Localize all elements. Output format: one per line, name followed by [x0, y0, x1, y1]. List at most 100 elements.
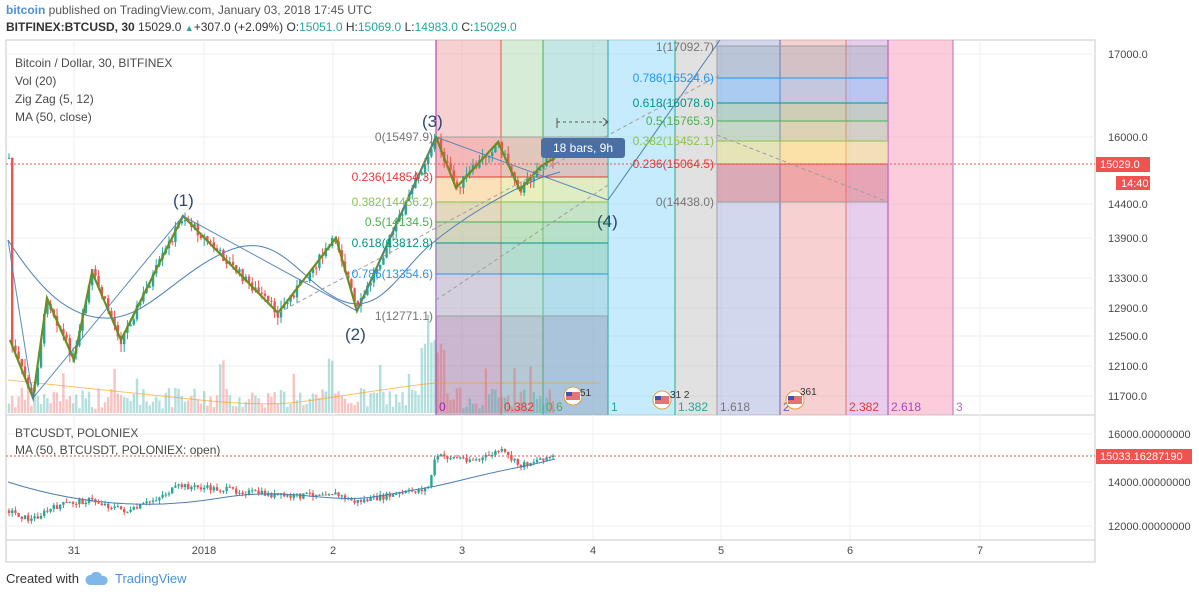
economic-events[interactable]: 51 31 2 361: [563, 386, 817, 410]
volume-bar: [155, 396, 158, 413]
fib-retracement-labels: 0(15497.9) 0.236(14854.3) 0.382(14456.2)…: [352, 130, 433, 323]
lower-candle-body: [177, 484, 180, 486]
svg-text:0.5(15765.3): 0.5(15765.3): [646, 114, 714, 128]
author-link[interactable]: bitcoin: [6, 3, 46, 17]
lower-candle-body: [542, 458, 545, 461]
fib-extension[interactable]: [717, 45, 888, 203]
candle-body: [484, 156, 487, 158]
tradingview-link[interactable]: TradingView: [114, 571, 187, 586]
volume-bar: [331, 360, 334, 413]
candle-body: [94, 269, 97, 277]
fib-time-zones[interactable]: [436, 40, 953, 415]
volume-bar: [97, 388, 100, 413]
lower-candle-body: [7, 510, 11, 513]
lower-candle-body: [475, 459, 478, 461]
time-tick: 5: [718, 545, 724, 557]
volume-bar: [183, 401, 187, 413]
candle-body: [439, 139, 443, 152]
candle-body: [219, 249, 222, 251]
fib-retracement[interactable]: [436, 136, 608, 317]
lower-candle-body: [215, 487, 219, 491]
lower-price-axis[interactable]: 16000.00000000 14000.00000000 12000.0000…: [1108, 429, 1191, 533]
volume-bar: [529, 366, 532, 413]
volume-bar: [411, 389, 414, 413]
candle-body: [452, 170, 455, 182]
svg-text:0.786(13354.6): 0.786(13354.6): [352, 267, 433, 281]
lower-legend-ma[interactable]: MA (50, BTCUSDT, POLONIEX: open): [15, 443, 221, 457]
candle-body: [132, 319, 135, 325]
time-axis[interactable]: 31 2018 2 3 4 5 6 7: [68, 545, 983, 557]
lower-candle-body: [126, 511, 129, 513]
volume-bar: [129, 400, 132, 413]
lower-candle-body: [257, 490, 260, 494]
lower-candle-body: [135, 507, 139, 509]
time-zone-band: [436, 40, 501, 415]
candle-body: [180, 221, 183, 224]
lower-price-tick: 14000.00000000: [1108, 477, 1191, 489]
candle-body: [423, 164, 427, 173]
lower-candle-body: [203, 487, 206, 490]
lower-last-price-text: 15033.16287190: [1100, 451, 1183, 463]
lower-candle-body: [443, 454, 446, 457]
fib-ext-price: 15452.1: [667, 134, 711, 148]
volume-bar: [171, 407, 174, 413]
volume-bar: [87, 391, 91, 413]
candle-body: [36, 367, 39, 386]
candle-body: [308, 272, 311, 282]
lower-candle-body: [494, 450, 497, 456]
tz-label: 0.6: [546, 400, 563, 414]
lower-candle-body: [174, 485, 177, 488]
lower-candle-body: [225, 486, 228, 491]
price-axis[interactable]: 17000.0 16000.0 14400.0 13900.0 13300.0 …: [1108, 49, 1148, 403]
lower-candle-body: [129, 509, 132, 512]
chart-canvas[interactable]: (1) (2) (3) (4) 0(15497.9) 0.236(14854.3…: [0, 38, 1199, 568]
symbol-name: BITFINEX:BTCUSD, 30: [6, 20, 135, 34]
time-zone-band: [675, 40, 717, 415]
fib-ext-level: 0.236: [633, 157, 663, 171]
candle-body: [257, 287, 260, 293]
volume-bar: [46, 398, 49, 413]
volume-bar: [375, 393, 379, 413]
lower-candle-body: [180, 484, 183, 488]
wave-3-label: (3): [422, 112, 443, 131]
candle-body: [507, 153, 510, 166]
lower-candle-body: [46, 510, 49, 512]
projection-line: [607, 39, 721, 201]
candle-body: [462, 176, 465, 188]
lower-candle-body: [107, 503, 110, 508]
volume-bar: [187, 400, 190, 413]
lower-candle-body: [548, 456, 551, 458]
candle-body: [231, 261, 235, 266]
lower-candle-body: [513, 458, 516, 461]
lower-candle-body: [241, 492, 244, 495]
time-tick: 6: [847, 545, 853, 557]
volume-bar: [347, 403, 350, 413]
lower-candle-body: [30, 518, 33, 521]
lower-candle-body: [235, 488, 238, 494]
legend-volume[interactable]: Vol (20): [15, 74, 57, 88]
lower-candle-body: [404, 491, 407, 493]
volume-bar: [94, 408, 97, 413]
candle-body: [379, 264, 382, 270]
legend-zigzag[interactable]: Zig Zag (5, 12): [15, 92, 94, 106]
event-label: 361: [800, 387, 817, 398]
lower-candle-body: [145, 501, 148, 504]
volume-bar: [401, 392, 404, 413]
lower-candle-body: [471, 459, 475, 461]
lower-legend: BTCUSDT, POLONIEX MA (50, BTCUSDT, POLON…: [15, 425, 220, 459]
legend-ma[interactable]: MA (50, close): [15, 110, 92, 124]
candle-body: [123, 333, 126, 345]
volume-bar: [487, 394, 491, 413]
created-with-text: Created with: [6, 571, 79, 586]
lower-candle-body: [382, 494, 385, 500]
fib-ext-level: 1: [656, 40, 663, 54]
volume-bar: [199, 403, 203, 413]
volume-bar: [308, 398, 311, 413]
tz-label: 1: [611, 400, 618, 414]
fib-ret-price: 13812.8: [386, 236, 430, 250]
fib-ret-price: 12771.1: [386, 309, 430, 323]
volume-bar: [103, 402, 107, 413]
volume-bar: [119, 395, 123, 413]
volume-bar: [551, 400, 555, 413]
last-price-badge-text: 15029.0: [1100, 159, 1140, 171]
